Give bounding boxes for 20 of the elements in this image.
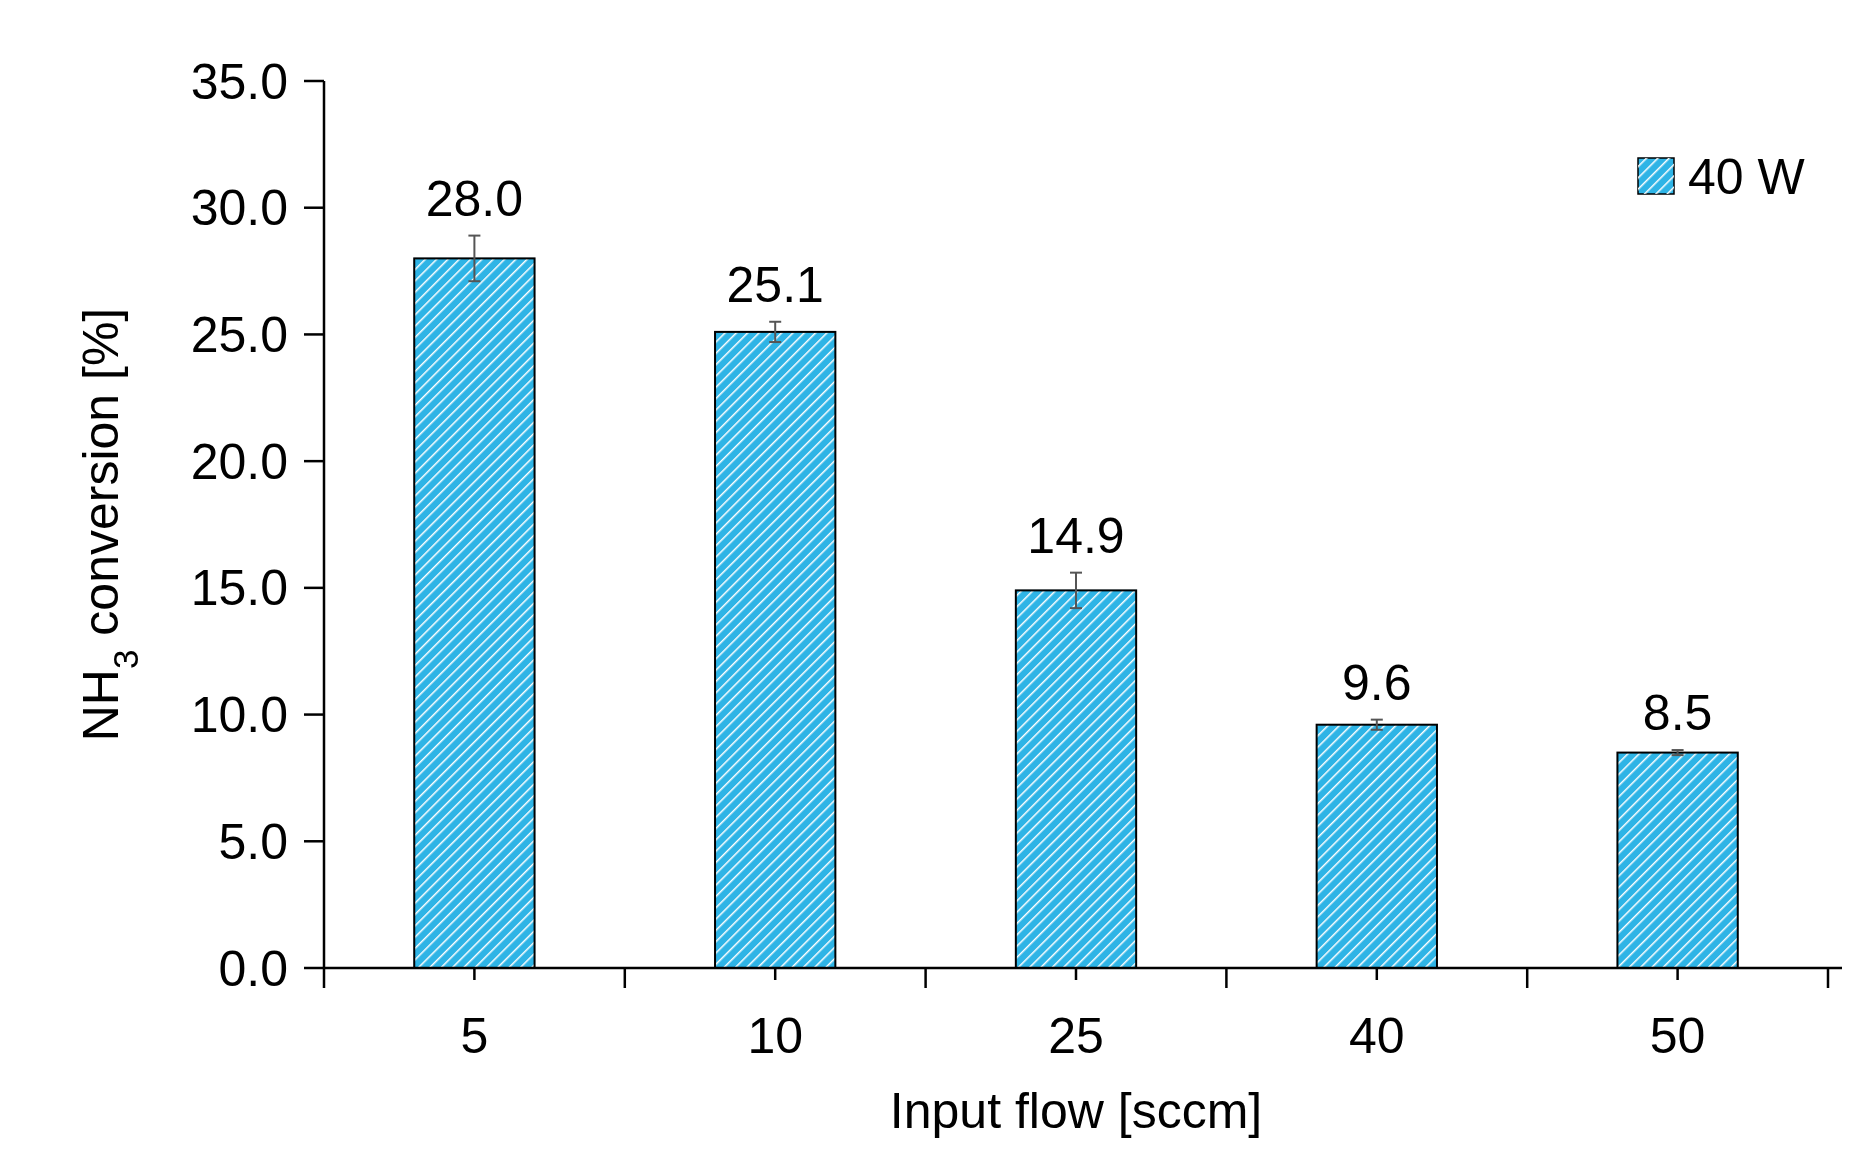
y-tick-label: 5.0 bbox=[218, 813, 288, 870]
x-tick-label: 25 bbox=[1048, 1008, 1104, 1064]
y-tick-label: 10.0 bbox=[190, 687, 288, 744]
y-tick-label: 30.0 bbox=[190, 180, 288, 237]
x-axis-title: Input flow [sccm] bbox=[889, 1083, 1263, 1139]
data-label: 9.6 bbox=[1342, 654, 1412, 711]
data-label: 25.1 bbox=[726, 256, 824, 313]
data-label: 14.9 bbox=[1027, 507, 1125, 564]
y-tick-label: 15.0 bbox=[190, 560, 288, 617]
legend-label: 40 W bbox=[1688, 148, 1806, 205]
y-tick-label: 0.0 bbox=[218, 940, 288, 997]
x-tick-label: 5 bbox=[460, 1008, 489, 1064]
x-tick-label: 10 bbox=[747, 1008, 804, 1064]
data-label: 8.5 bbox=[1642, 685, 1713, 742]
y-tick-label: 25.0 bbox=[190, 306, 288, 363]
x-tick-label: 40 bbox=[1348, 1008, 1405, 1064]
y-tick-label: 20.0 bbox=[190, 433, 288, 490]
y-tick-label: 35.0 bbox=[190, 53, 288, 110]
x-tick-label: 50 bbox=[1649, 1008, 1706, 1064]
data-label: 28.0 bbox=[425, 170, 524, 227]
